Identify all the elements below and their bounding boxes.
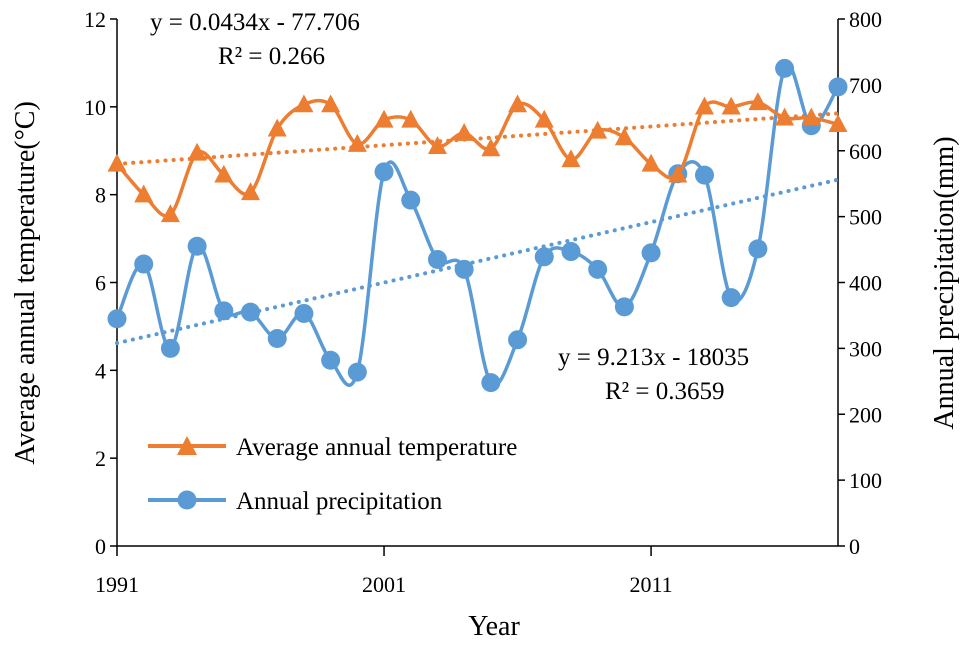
right-tick-label: 200 [849, 402, 882, 427]
precipitation-point [614, 297, 634, 317]
precipitation-point [374, 162, 394, 182]
temperature-line [115, 98, 839, 218]
precipitation-point [294, 303, 314, 323]
temperature-trend-equation: y = 0.0434x - 77.706 [150, 9, 360, 36]
left-tick-label: 2 [95, 446, 106, 471]
left-tick-label: 6 [95, 271, 106, 296]
left-tick-label: 12 [84, 7, 106, 32]
precipitation-trend-equation: y = 9.213x - 18035 [558, 344, 749, 371]
precipitation-point [694, 165, 714, 185]
precipitation-point [427, 249, 447, 269]
left-tick-label: 4 [95, 358, 106, 383]
precipitation-point [347, 362, 367, 382]
precipitation-trend-r2: R² = 0.3659 [605, 378, 725, 405]
temperature-point [107, 153, 127, 172]
temperature-point [801, 107, 821, 126]
left-tick-label: 0 [95, 534, 106, 559]
legend-item-precipitation: Annual precipitation [148, 488, 443, 515]
temperature-series [107, 92, 848, 223]
temperature-point [374, 109, 394, 128]
temperature-trend-r2: R² = 0.266 [218, 43, 325, 70]
precipitation-point [267, 328, 287, 348]
left-axis-title: Average annual temperature(°C) [10, 101, 41, 465]
precipitation-trendline [115, 177, 840, 346]
temperature-point [401, 109, 421, 128]
temperature-point [828, 114, 848, 133]
temperature-point [294, 94, 314, 113]
temperature-point [668, 164, 688, 183]
right-tick-label: 500 [849, 205, 882, 230]
temperature-point [721, 96, 741, 115]
precipitation-point [214, 301, 234, 321]
temperature-point [134, 184, 154, 203]
temperature-point [241, 182, 261, 201]
precipitation-point [641, 243, 661, 263]
precipitation-point [508, 330, 528, 350]
temperature-point [614, 127, 634, 146]
temperature-point [775, 107, 795, 126]
temperature-point [321, 94, 341, 113]
temperature-point [588, 120, 608, 139]
precipitation-point [321, 350, 341, 370]
precipitation-point [748, 239, 768, 259]
precipitation-point [107, 309, 127, 329]
precipitation-point [160, 338, 180, 358]
precipitation-point [721, 288, 741, 308]
temperature-point [347, 133, 367, 152]
temperature-point [214, 164, 234, 183]
legend-precipitation-label: Annual precipitation [236, 488, 443, 515]
right-tick-label: 300 [849, 336, 882, 361]
temperature-point [508, 94, 528, 113]
temperature-point [267, 118, 287, 137]
precipitation-point [828, 77, 848, 97]
precipitation-point [775, 58, 795, 78]
temperature-point [454, 122, 474, 141]
legend-item-temperature: Average annual temperature [148, 434, 517, 461]
x-axis-title: Year [468, 611, 520, 642]
temperature-point [534, 109, 554, 128]
right-tick-label: 800 [849, 7, 882, 32]
right-tick-label: 100 [849, 468, 882, 493]
precipitation-point [187, 236, 207, 256]
precipitation-point [481, 373, 501, 393]
left-tick-label: 10 [84, 95, 106, 120]
temperature-point [481, 138, 501, 157]
temperature-point [427, 136, 447, 155]
precipitation-point [561, 242, 581, 262]
temperature-point [641, 153, 661, 172]
right-tick-label: 400 [849, 271, 882, 296]
precipitation-point [588, 259, 608, 279]
legend: Average annual temperature Annual precip… [148, 434, 517, 515]
right-tick-label: 0 [849, 534, 860, 559]
series-layer [107, 58, 848, 393]
left-tick-label: 8 [95, 183, 106, 208]
x-tick-label: 2001 [362, 572, 406, 597]
precipitation-point [534, 247, 554, 267]
right-tick-label: 700 [849, 73, 882, 98]
axes: 0 2 4 6 8 10 12 0 100 200 300 400 500 600 700 800 1991 20… [84, 7, 882, 597]
precipitation-point [401, 190, 421, 210]
temperature-point [748, 92, 768, 111]
legend-temperature-label: Average annual temperature [236, 434, 517, 461]
right-tick-label: 600 [849, 139, 882, 164]
legend-temperature-marker [177, 436, 197, 455]
temperature-trendline [115, 111, 840, 166]
x-tick-label: 2011 [629, 572, 672, 597]
temperature-point [160, 204, 180, 223]
precipitation-point [454, 259, 474, 279]
legend-precipitation-marker [177, 490, 197, 510]
labels-layer: y = 0.0434x - 77.706 R² = 0.266 y = 9.21… [10, 9, 960, 642]
temperature-point [694, 96, 714, 115]
trendlines [115, 111, 840, 346]
precipitation-point [134, 254, 154, 274]
x-tick-label: 1991 [95, 572, 139, 597]
temperature-point [561, 149, 581, 168]
precipitation-point [241, 302, 261, 322]
right-axis-title: Annual precipitation(mm) [929, 136, 960, 429]
temperature-point [187, 142, 207, 161]
